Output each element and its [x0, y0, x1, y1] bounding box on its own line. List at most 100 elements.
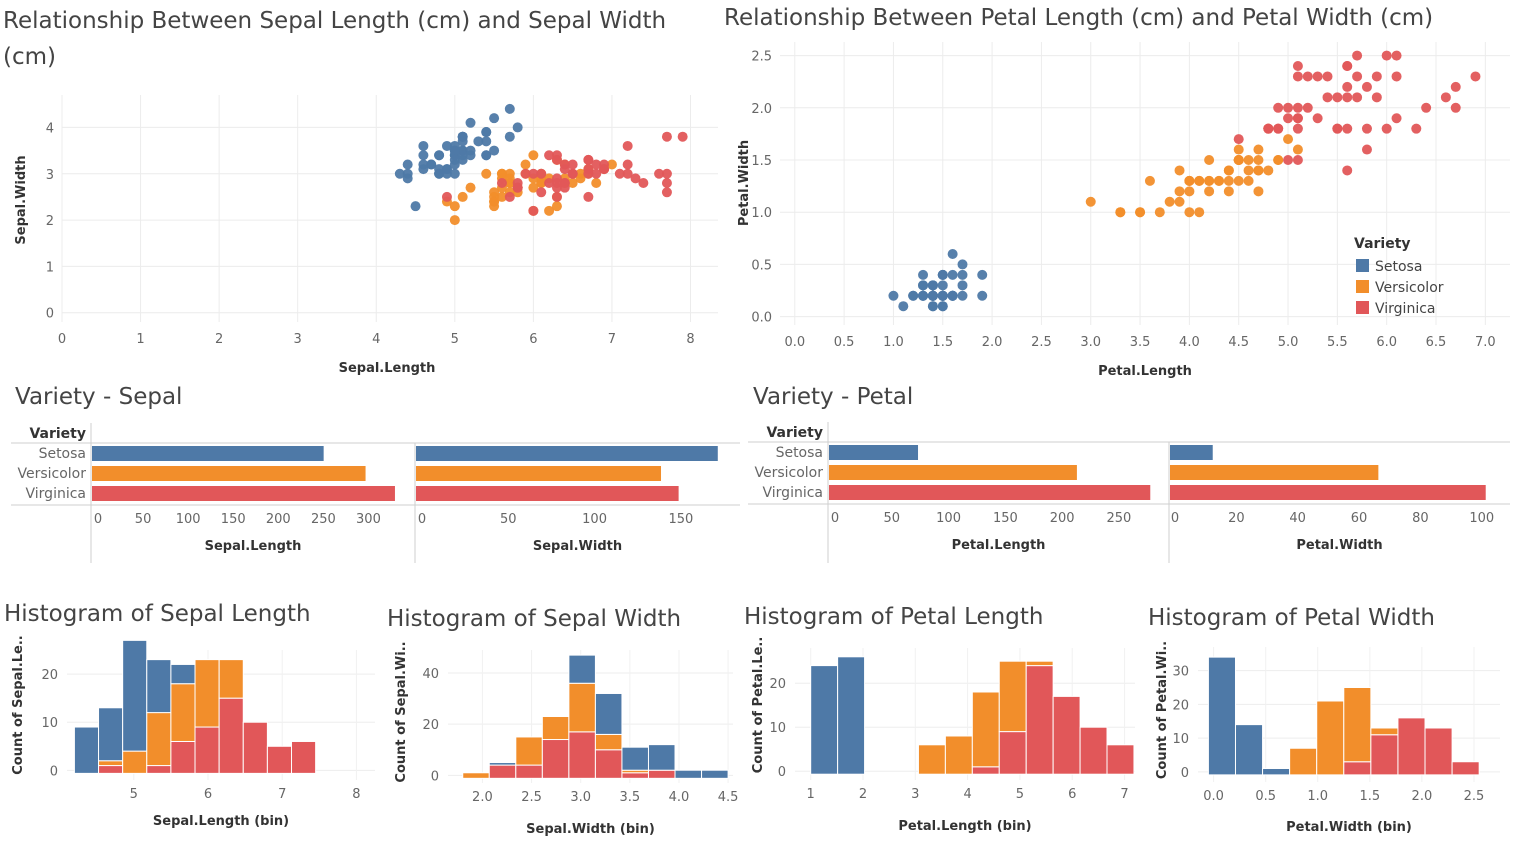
scatter-petal-point-virginica — [1352, 92, 1363, 103]
scatter-petal-point-versicolor — [1243, 165, 1254, 176]
hist-sepal-length-bar-setosa — [170, 663, 196, 685]
hist-petal-width-bar-virginica — [1451, 761, 1480, 776]
scatter-petal-point-virginica — [1312, 113, 1323, 124]
scatter-sepal-point-versicolor — [449, 215, 460, 226]
bars-petal-x-tick: 80 — [1412, 511, 1429, 526]
hist-sepal-width-bar-virginica — [515, 764, 543, 779]
scatter-sepal-point-virginica — [528, 205, 539, 216]
scatter-sepal-point-virginica — [599, 164, 610, 175]
scatter-petal-x-tick: 4.5 — [1228, 335, 1249, 350]
hist-petal-length-x-tick: 7 — [1120, 787, 1128, 802]
hist-petal-width-bar-setosa — [1262, 768, 1291, 776]
bars-sepal-x-tick: 50 — [135, 512, 152, 527]
bars-sepal-x-tick: 250 — [311, 512, 336, 527]
scatter-sepal-point-versicolor — [457, 191, 468, 202]
scatter-petal-point-virginica — [1233, 134, 1244, 145]
hist-petal-width-bar-setosa — [1207, 656, 1236, 776]
scatter-petal-point-virginica — [1283, 102, 1294, 113]
hist-petal-length-title: Histogram of Petal Length — [744, 604, 1043, 630]
bars-petal-x-tick: 40 — [1289, 511, 1306, 526]
scatter-petal-point-setosa — [918, 269, 929, 280]
bars-sepal-x-tick: 100 — [582, 512, 607, 527]
scatter-sepal-x-tick: 3 — [294, 332, 302, 347]
scatter-petal-point-versicolor — [1273, 155, 1284, 166]
hist-sepal-width-bar-versicolor — [594, 733, 623, 751]
scatter-petal-point-setosa — [888, 290, 899, 301]
hist-petal-length-bar-virginica — [971, 766, 1000, 775]
bars-petal-x-tick: 250 — [1107, 511, 1132, 526]
scatter-petal-point-virginica — [1421, 102, 1432, 113]
scatter-sepal-x-tick: 0 — [58, 332, 66, 347]
hist-petal-width-x-tick: 1.5 — [1359, 789, 1380, 804]
hist-sepal-length-bar-versicolor — [122, 750, 148, 774]
scatter-sepal-point-setosa — [449, 154, 460, 165]
hist-sepal-width-bar-setosa — [647, 744, 676, 771]
scatter-petal-point-setosa — [927, 301, 938, 312]
scatter-petal-x-tick: 5.0 — [1278, 335, 1299, 350]
hist-sepal-length-title: Histogram of Sepal Length — [4, 601, 311, 627]
scatter-petal-point-versicolor — [1243, 155, 1254, 166]
scatter-sepal-point-setosa — [489, 113, 500, 124]
scatter-sepal-point-virginica — [622, 168, 633, 179]
scatter-sepal-point-virginica — [544, 150, 555, 161]
scatter-sepal-x-tick: 4 — [372, 332, 380, 347]
hist-sepal-width-bar-setosa — [488, 762, 517, 766]
scatter-petal-point-versicolor — [1184, 207, 1195, 218]
legend-label-versicolor: Versicolor — [1375, 280, 1444, 296]
hist-sepal-length-x-tick: 8 — [352, 787, 360, 802]
hist-petal-length-y-tick: 0 — [778, 765, 786, 780]
scatter-petal-point-setosa — [947, 290, 958, 301]
hist-petal-width-bar-virginica — [1370, 734, 1399, 776]
scatter-sepal-point-setosa — [394, 168, 405, 179]
hist-petal-length-bar-versicolor — [917, 744, 946, 775]
scatter-sepal-point-virginica — [567, 159, 578, 170]
hist-petal-length-bar-virginica — [998, 731, 1027, 775]
bars-sepal-bar-versicolor — [416, 466, 662, 481]
hist-sepal-width-y-tick: 20 — [422, 718, 439, 733]
scatter-sepal-point-versicolor — [528, 182, 539, 193]
scatter-sepal-point-virginica — [677, 131, 688, 142]
scatter-petal-point-virginica — [1361, 123, 1372, 134]
hist-sepal-width-x-tick: 3.5 — [619, 790, 640, 805]
scatter-sepal-point-setosa — [441, 164, 452, 175]
scatter-sepal-x-label: Sepal.Length — [339, 361, 436, 376]
bars-sepal-x-tick: 100 — [176, 512, 201, 527]
scatter-petal-point-versicolor — [1194, 175, 1205, 186]
scatter-sepal-title-line: (cm) — [3, 44, 56, 70]
scatter-petal-point-versicolor — [1144, 175, 1155, 186]
hist-petal-length-bar-setosa — [837, 656, 866, 775]
scatter-sepal-point-virginica — [551, 191, 562, 202]
scatter-petal-point-setosa — [937, 301, 948, 312]
bars-petal-bar-virginica — [829, 485, 1151, 500]
scatter-sepal-point-virginica — [567, 168, 578, 179]
bars-sepal-x-tick: 0 — [418, 512, 426, 527]
scatter-petal-point-virginica — [1292, 123, 1303, 134]
hist-sepal-length-bar-virginica — [218, 697, 244, 774]
hist-sepal-width-bar-virginica — [488, 764, 517, 779]
hist-sepal-width-bar-setosa — [568, 654, 596, 684]
scatter-sepal-point-virginica — [630, 173, 641, 184]
hist-petal-length-bar-versicolor — [944, 735, 973, 775]
scatter-petal-point-versicolor — [1184, 186, 1195, 197]
scatter-petal-point-virginica — [1322, 71, 1333, 82]
scatter-petal-point-versicolor — [1283, 134, 1294, 145]
bars-sepal-bar-versicolor — [92, 466, 366, 481]
scatter-sepal-point-virginica — [661, 168, 672, 179]
bars-sepal-row-label: Versicolor — [17, 466, 86, 482]
scatter-petal-point-versicolor — [1223, 186, 1234, 197]
hist-petal-width-y-tick: 20 — [1172, 698, 1189, 713]
hist-sepal-width-bar-setosa — [621, 746, 649, 771]
scatter-petal-point-versicolor — [1292, 144, 1303, 155]
scatter-sepal-point-versicolor — [544, 205, 555, 216]
scatter-petal-point-virginica — [1361, 81, 1372, 92]
bars-petal-row-label: Setosa — [776, 445, 823, 461]
hist-petal-width-x-tick: 2.0 — [1412, 789, 1433, 804]
bars-sepal-row-label: Virginica — [26, 486, 86, 502]
scatter-petal-point-virginica — [1450, 102, 1461, 113]
bars-sepal-row-label: Setosa — [39, 446, 86, 462]
bars-sepal-measure-label: Sepal.Width — [533, 539, 622, 554]
bars-petal-title: Variety - Petal — [753, 384, 913, 410]
legend-swatch-versicolor — [1356, 280, 1369, 293]
scatter-sepal-point-versicolor — [520, 159, 531, 170]
